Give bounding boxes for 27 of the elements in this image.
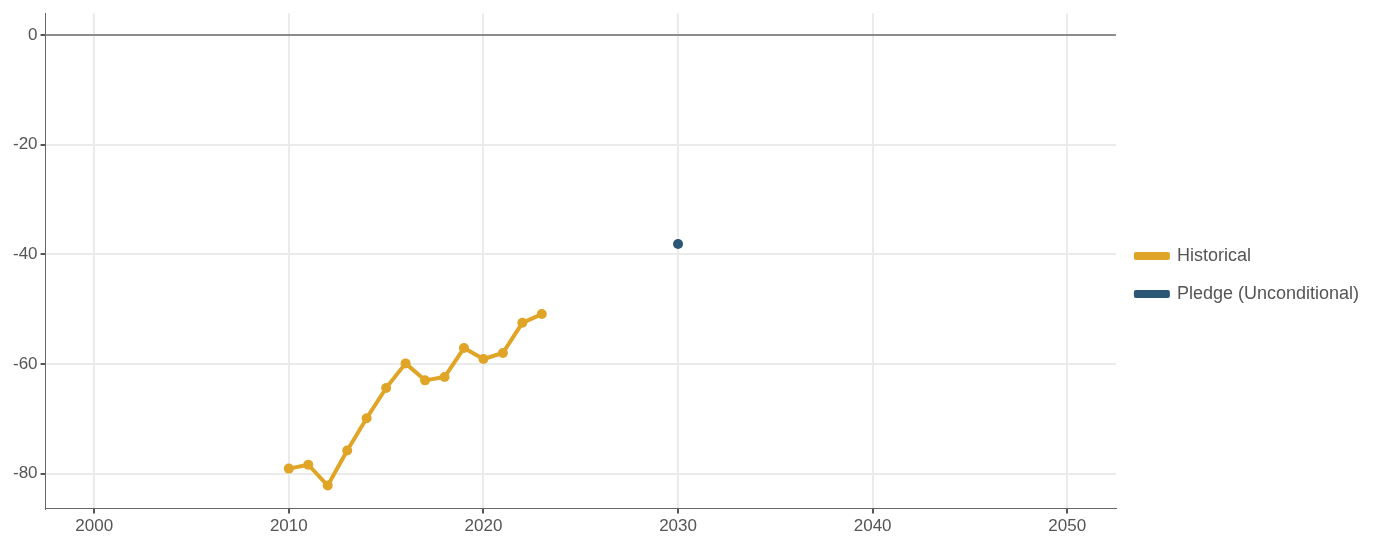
x-tick-label: 2000 [75,516,114,536]
y-tick-label: -80 [12,463,38,483]
point [283,463,294,474]
x-tick-label: 2050 [1048,516,1087,536]
point [478,353,489,364]
x-tick-label: 2010 [269,516,308,536]
point [439,372,450,383]
legend-label: Historical [1176,244,1251,265]
point [361,413,372,424]
legend-label: Pledge (Unconditional) [1176,282,1359,303]
point [497,347,508,358]
x-tick-label: 2030 [659,516,697,536]
point [420,375,431,386]
point [517,317,528,328]
point [342,445,353,456]
point [303,459,314,470]
point [381,383,392,394]
point [322,480,333,491]
y-tick-label: -20 [12,134,38,154]
y-tick-label: -60 [12,353,38,373]
point [458,343,469,354]
y-tick-label: 0 [28,24,38,44]
x-tick-label: 2020 [464,516,503,536]
y-tick-label: -40 [12,244,38,264]
point [400,358,411,369]
x-tick-label: 2040 [853,516,892,536]
point [536,309,547,320]
